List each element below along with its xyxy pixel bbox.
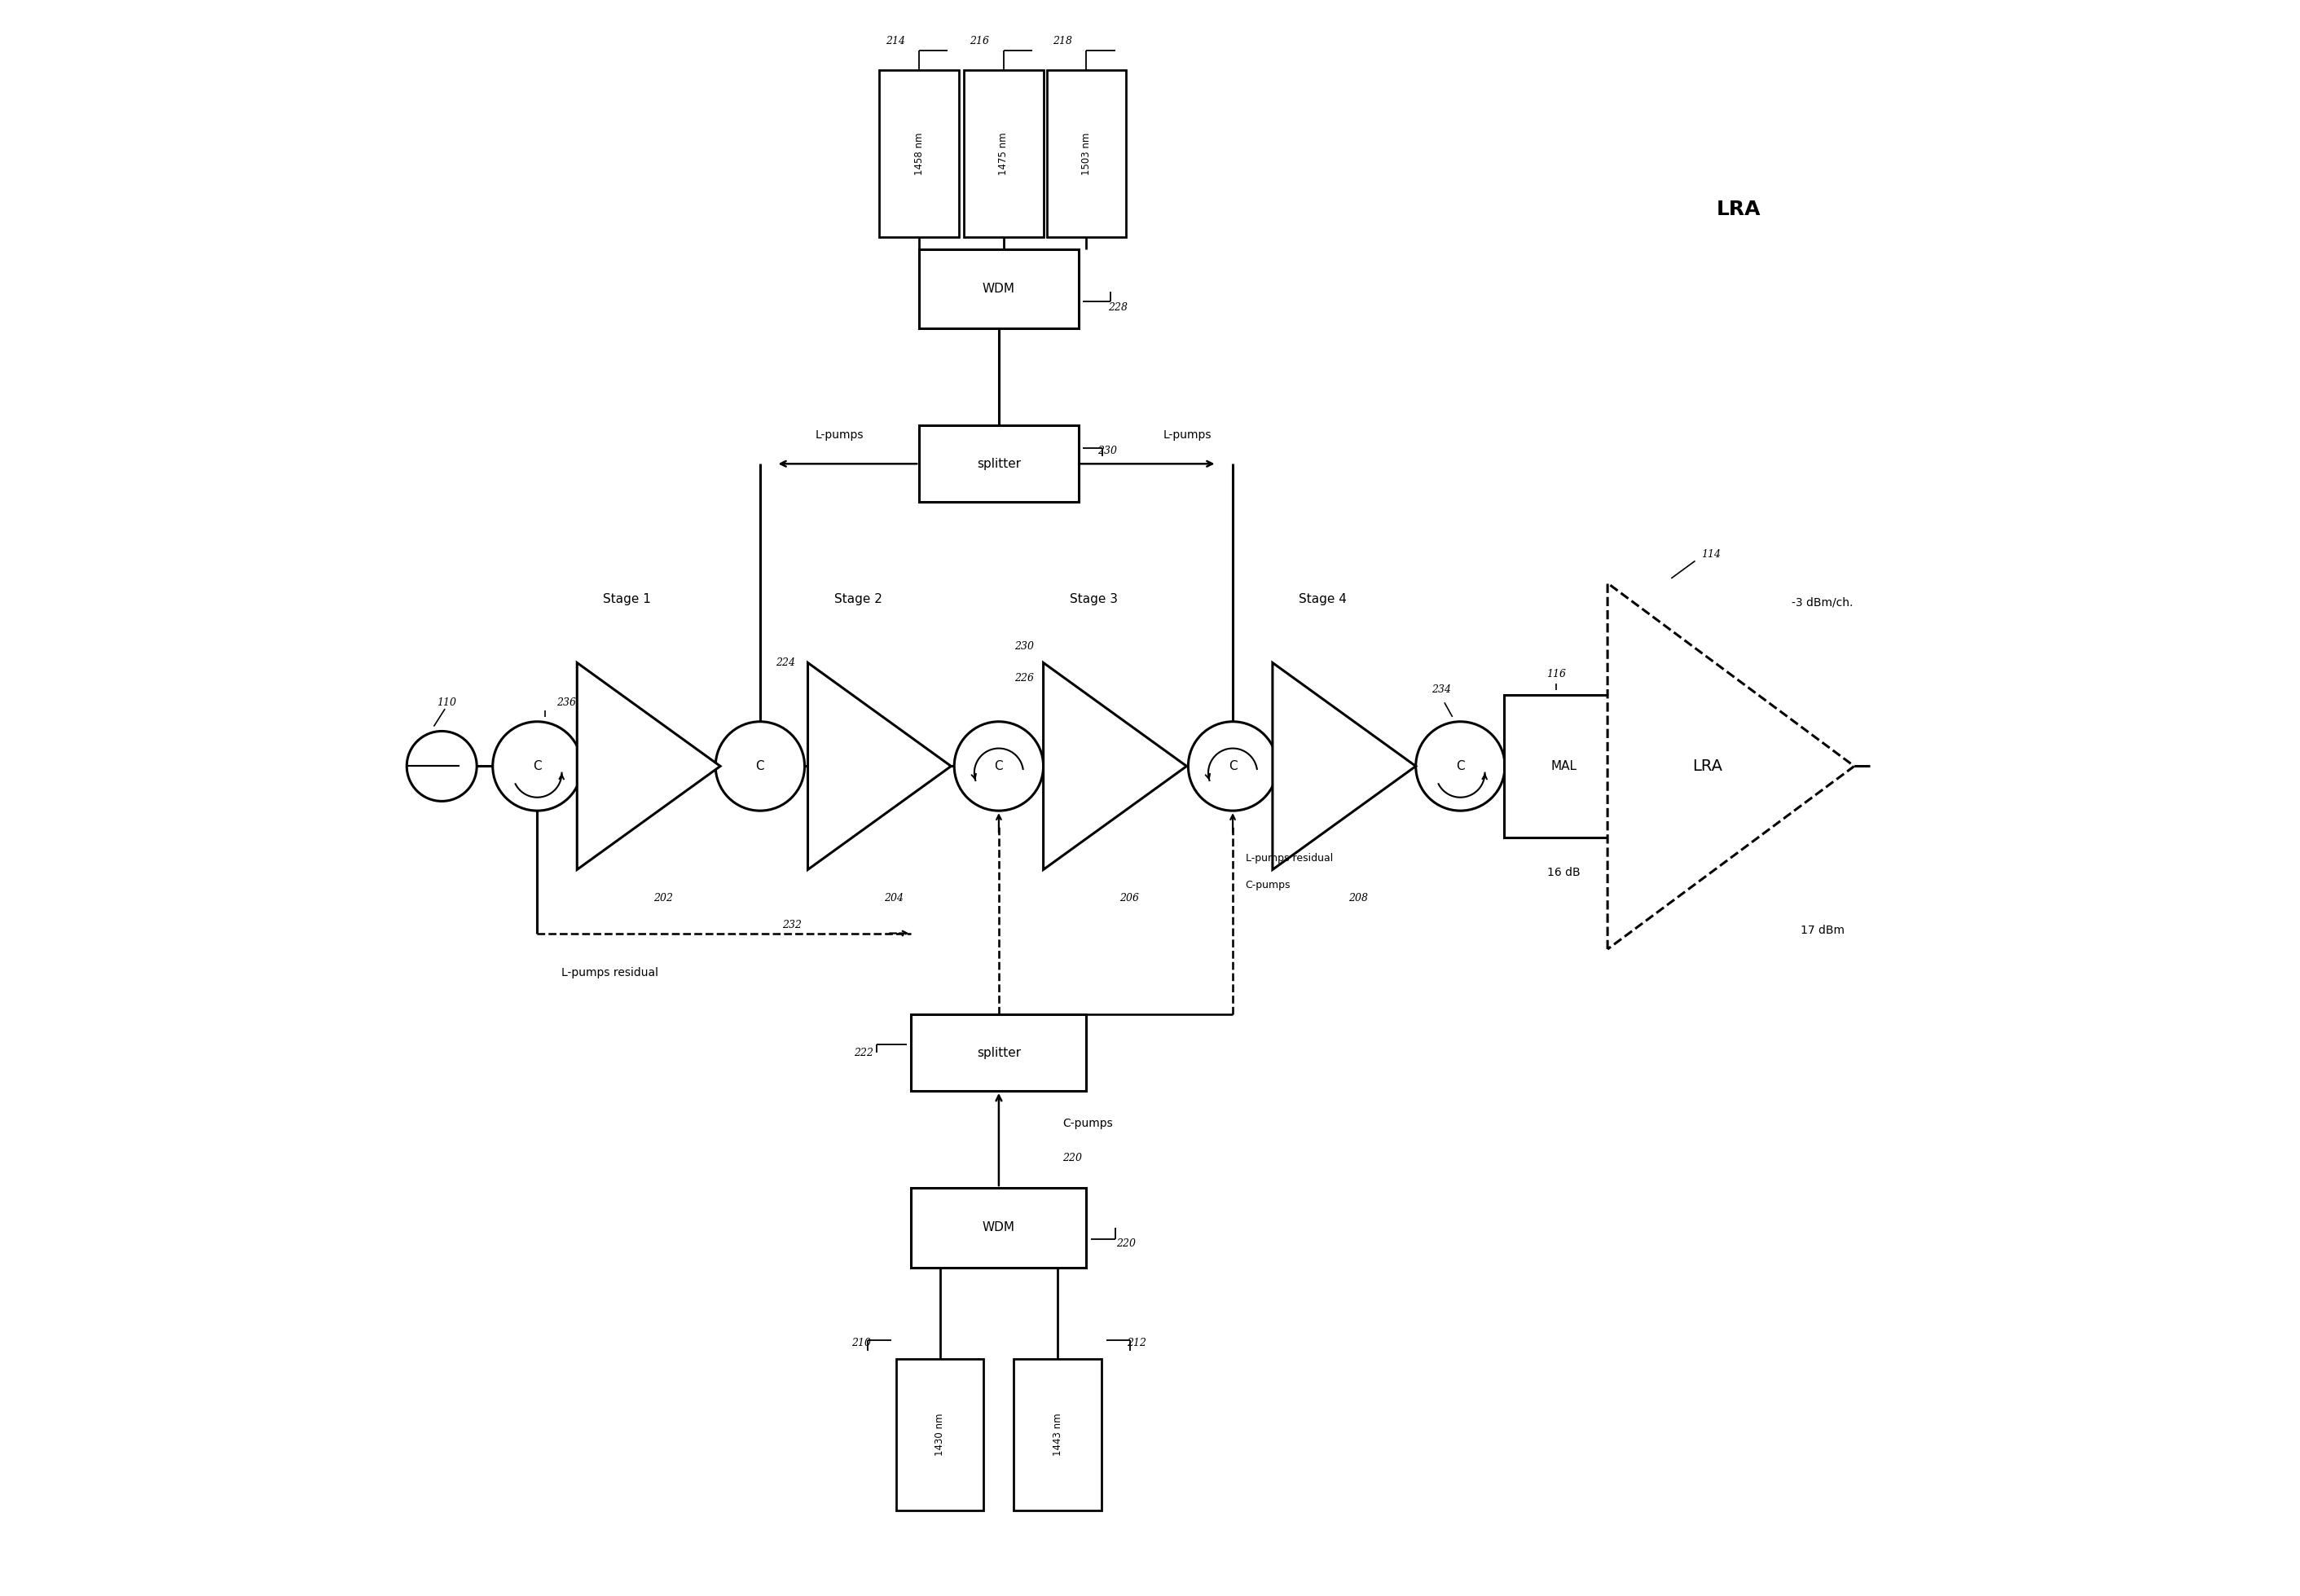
Text: 212: 212 bbox=[1127, 1337, 1145, 1349]
Text: 230: 230 bbox=[1097, 445, 1118, 456]
Text: MAL: MAL bbox=[1550, 760, 1578, 772]
Text: Stage 1: Stage 1 bbox=[603, 594, 651, 605]
Text: 214: 214 bbox=[886, 37, 906, 46]
Text: 16 dB: 16 dB bbox=[1548, 867, 1580, 878]
Bar bbox=[1504, 694, 1624, 838]
Text: 1475 nm: 1475 nm bbox=[998, 132, 1010, 176]
Text: 116: 116 bbox=[1546, 669, 1566, 680]
Text: 218: 218 bbox=[1053, 37, 1072, 46]
Text: LRA: LRA bbox=[1716, 200, 1762, 219]
Text: 206: 206 bbox=[1120, 894, 1138, 903]
Bar bbox=[897, 1360, 984, 1510]
Text: C: C bbox=[1456, 760, 1465, 772]
Text: L-pumps: L-pumps bbox=[1164, 429, 1212, 440]
Text: 230: 230 bbox=[1014, 642, 1035, 653]
Text: 114: 114 bbox=[1702, 549, 1720, 560]
Text: C: C bbox=[1228, 760, 1237, 772]
Text: 236: 236 bbox=[557, 697, 575, 707]
Text: 216: 216 bbox=[971, 37, 989, 46]
Text: Stage 3: Stage 3 bbox=[1070, 594, 1118, 605]
Text: C-pumps: C-pumps bbox=[1247, 881, 1290, 891]
Text: C: C bbox=[757, 760, 764, 772]
Text: C: C bbox=[994, 760, 1003, 772]
Text: -3 dBm/ch.: -3 dBm/ch. bbox=[1792, 597, 1854, 608]
Bar bbox=[920, 426, 1079, 503]
Text: 202: 202 bbox=[653, 894, 674, 903]
Text: L-pumps residual: L-pumps residual bbox=[1247, 854, 1334, 863]
Text: 204: 204 bbox=[883, 894, 904, 903]
Bar bbox=[964, 70, 1044, 236]
Text: 1458 nm: 1458 nm bbox=[913, 132, 925, 176]
Text: 220: 220 bbox=[1116, 1238, 1136, 1250]
Text: 220: 220 bbox=[1063, 1154, 1081, 1163]
Text: 208: 208 bbox=[1348, 894, 1368, 903]
Text: 1430 nm: 1430 nm bbox=[934, 1412, 945, 1456]
Polygon shape bbox=[807, 662, 952, 870]
Text: C: C bbox=[534, 760, 540, 772]
Polygon shape bbox=[1044, 662, 1187, 870]
Text: 224: 224 bbox=[775, 658, 796, 669]
Text: 17 dBm: 17 dBm bbox=[1801, 924, 1845, 935]
Text: C-pumps: C-pumps bbox=[1063, 1117, 1113, 1128]
Text: LRA: LRA bbox=[1693, 758, 1723, 774]
Text: L-pumps: L-pumps bbox=[816, 429, 865, 440]
Polygon shape bbox=[1608, 583, 1854, 950]
Bar bbox=[911, 1015, 1086, 1090]
Text: splitter: splitter bbox=[977, 458, 1021, 469]
Text: 228: 228 bbox=[1109, 303, 1127, 313]
Text: 1443 nm: 1443 nm bbox=[1053, 1412, 1063, 1456]
Text: splitter: splitter bbox=[977, 1047, 1021, 1058]
Text: 226: 226 bbox=[1014, 674, 1035, 685]
Text: 110: 110 bbox=[437, 697, 455, 707]
Text: 222: 222 bbox=[853, 1047, 874, 1058]
Text: WDM: WDM bbox=[982, 282, 1014, 295]
Text: WDM: WDM bbox=[982, 1221, 1014, 1234]
Bar bbox=[920, 249, 1079, 329]
Text: 232: 232 bbox=[782, 919, 803, 930]
Text: 1503 nm: 1503 nm bbox=[1081, 132, 1092, 176]
Text: 234: 234 bbox=[1431, 685, 1451, 696]
Bar bbox=[1046, 70, 1127, 236]
Text: 210: 210 bbox=[851, 1337, 872, 1349]
Text: Stage 2: Stage 2 bbox=[835, 594, 881, 605]
Text: Stage 4: Stage 4 bbox=[1300, 594, 1348, 605]
Bar bbox=[911, 1187, 1086, 1267]
Polygon shape bbox=[577, 662, 720, 870]
Bar bbox=[1014, 1360, 1102, 1510]
Bar bbox=[879, 70, 959, 236]
Text: L-pumps residual: L-pumps residual bbox=[561, 967, 658, 978]
Polygon shape bbox=[1272, 662, 1417, 870]
